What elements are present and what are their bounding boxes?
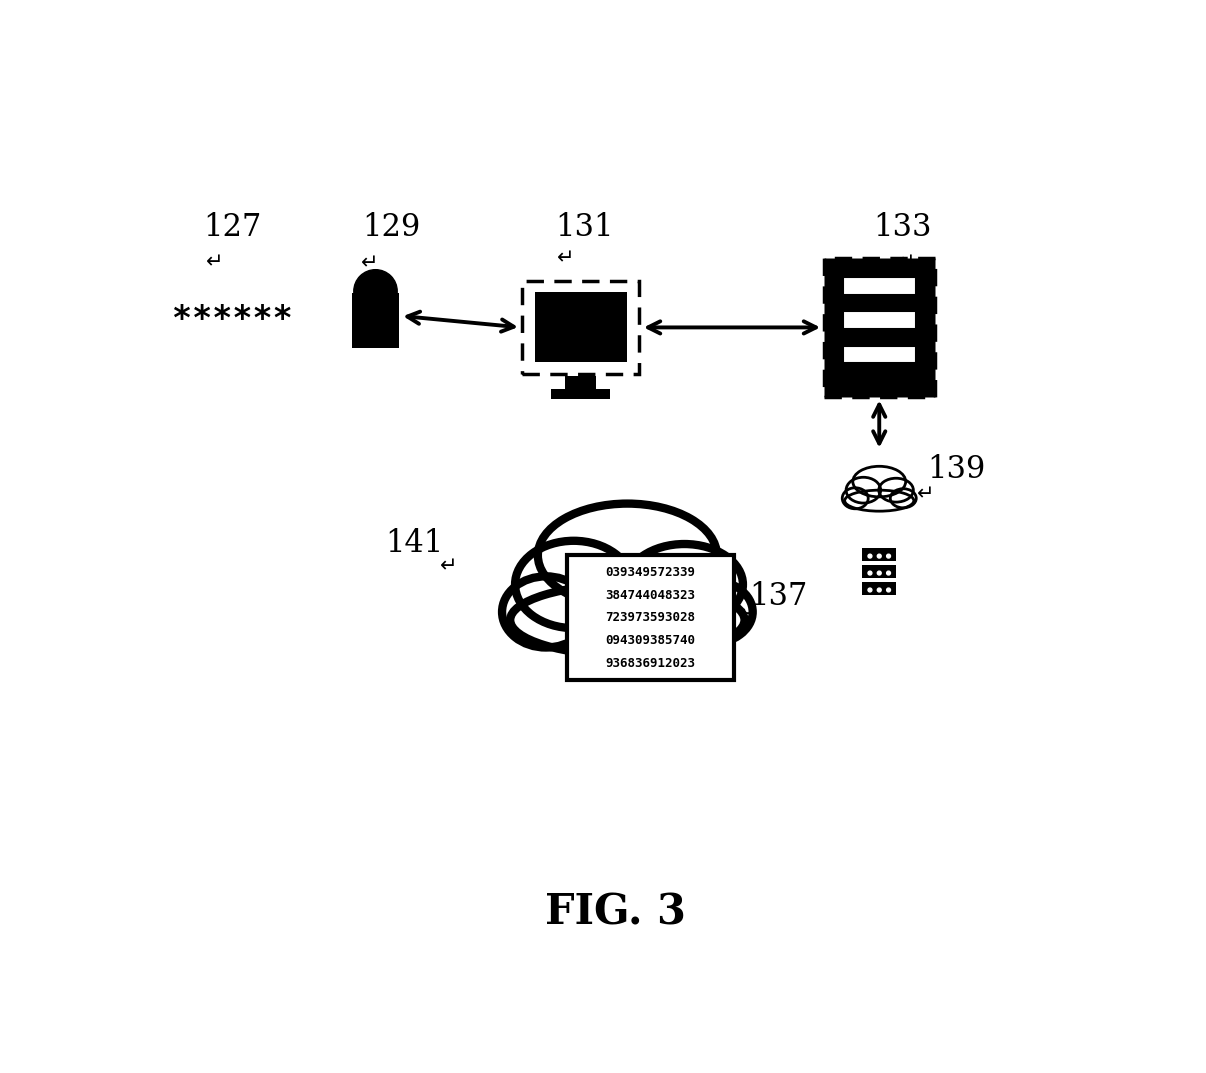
Ellipse shape [665,579,753,644]
Text: ↵: ↵ [557,248,574,268]
Ellipse shape [847,477,880,503]
Circle shape [868,554,872,558]
Ellipse shape [538,503,716,607]
Text: 127: 127 [203,211,262,242]
Circle shape [868,571,872,575]
FancyBboxPatch shape [862,547,896,561]
Text: 139: 139 [927,454,985,485]
Ellipse shape [515,541,632,628]
Circle shape [353,269,397,313]
FancyBboxPatch shape [824,259,935,397]
FancyBboxPatch shape [862,564,896,577]
Text: 094309385740: 094309385740 [605,634,696,647]
Circle shape [877,588,882,592]
Ellipse shape [879,479,913,502]
Text: 141: 141 [385,528,444,559]
Text: 133: 133 [873,211,932,242]
Circle shape [886,554,890,558]
Ellipse shape [510,585,744,656]
Text: ******: ****** [171,304,293,336]
Circle shape [877,554,882,558]
FancyBboxPatch shape [522,281,639,374]
Circle shape [886,571,890,575]
Text: ↵: ↵ [440,556,458,576]
Ellipse shape [853,467,906,497]
Ellipse shape [844,490,914,511]
Text: ↵: ↵ [205,252,223,271]
Circle shape [877,571,882,575]
Text: ↵: ↵ [917,485,935,504]
Text: 131: 131 [556,211,614,242]
Text: 137: 137 [749,582,808,613]
Text: FIG. 3: FIG. 3 [545,892,686,934]
Text: ↵: ↵ [739,604,756,624]
FancyBboxPatch shape [567,556,734,680]
Circle shape [868,588,872,592]
Text: 039349572339: 039349572339 [605,565,696,578]
FancyBboxPatch shape [352,293,399,349]
Text: ↵: ↵ [897,252,915,271]
FancyBboxPatch shape [534,292,627,363]
Text: 129: 129 [362,211,420,242]
FancyBboxPatch shape [843,346,915,364]
Ellipse shape [842,488,868,509]
Ellipse shape [626,544,743,624]
FancyBboxPatch shape [862,582,896,594]
Circle shape [886,588,890,592]
FancyBboxPatch shape [551,389,610,399]
Text: 384744048323: 384744048323 [605,588,696,602]
FancyBboxPatch shape [843,277,915,295]
FancyBboxPatch shape [843,311,915,328]
Text: 723973593028: 723973593028 [605,612,696,624]
Ellipse shape [890,488,917,508]
Text: 936836912023: 936836912023 [605,657,696,670]
FancyBboxPatch shape [566,377,597,394]
Text: ↵: ↵ [361,253,377,274]
Ellipse shape [502,576,590,647]
